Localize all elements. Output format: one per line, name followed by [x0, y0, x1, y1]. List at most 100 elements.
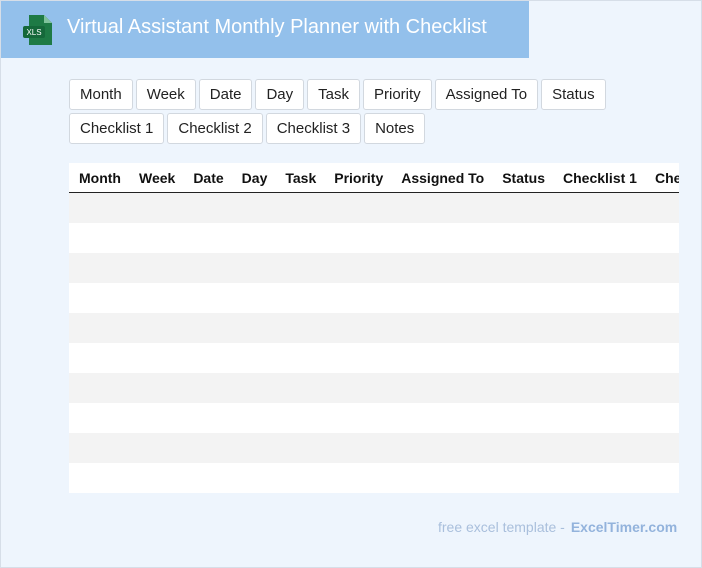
- table-cell: [324, 223, 391, 253]
- table-cell: [645, 463, 679, 493]
- table-row: [69, 433, 679, 463]
- table-cell: [69, 403, 129, 433]
- table-cell: [232, 403, 276, 433]
- column-header: Priority: [324, 163, 392, 193]
- column-header: Day: [231, 163, 276, 193]
- table-cell: [644, 313, 679, 343]
- table-cell: [128, 373, 184, 403]
- table-row: [69, 373, 679, 403]
- column-tag[interactable]: Assigned To: [434, 79, 539, 110]
- table-cell: [231, 192, 276, 223]
- table-cell: [391, 283, 492, 313]
- table-cell: [645, 223, 679, 253]
- column-tag[interactable]: Notes: [364, 113, 426, 144]
- table-cell: [69, 433, 129, 463]
- table-cell: [69, 313, 129, 343]
- table-cell: [183, 373, 232, 403]
- table-cell: [129, 283, 183, 313]
- column-header: Checklist 2: [644, 163, 679, 193]
- table-cell: [492, 463, 553, 493]
- table-cell: [128, 433, 184, 463]
- table-cell: [391, 192, 493, 223]
- column-tag[interactable]: Status: [541, 79, 606, 110]
- table-cell: [391, 463, 492, 493]
- table-cell: [553, 463, 645, 493]
- table-cell: [275, 253, 325, 283]
- planner-table: Month Week Date Day Task Priority Assigned To S…: [69, 163, 679, 493]
- table-cell: [553, 313, 645, 343]
- table-cell: [391, 433, 493, 463]
- table-cell: [275, 223, 324, 253]
- table-cell: [492, 343, 553, 373]
- table-cell: [231, 373, 276, 403]
- table-cell: [183, 433, 232, 463]
- table-cell: [553, 223, 645, 253]
- table-cell: [492, 433, 554, 463]
- table-cell: [644, 253, 679, 283]
- table-cell: [492, 373, 554, 403]
- table-cell: [183, 463, 231, 493]
- column-tag[interactable]: Checklist 1: [69, 113, 165, 144]
- table-cell: [232, 283, 276, 313]
- table-cell: [553, 283, 645, 313]
- column-tag[interactable]: Checklist 2: [167, 113, 263, 144]
- table-row: [69, 403, 679, 433]
- table-cell: [69, 343, 129, 373]
- table-cell: [69, 463, 129, 493]
- table-row: [69, 253, 679, 283]
- column-tag[interactable]: Priority: [363, 79, 432, 110]
- table-cell: [553, 253, 645, 283]
- column-tag[interactable]: Month: [69, 79, 133, 110]
- table-cell: [231, 433, 276, 463]
- table-cell: [391, 343, 492, 373]
- table-cell: [324, 403, 391, 433]
- page-title: Virtual Assistant Monthly Planner with C…: [67, 16, 487, 38]
- table-cell: [183, 192, 232, 223]
- table-cell: [324, 253, 392, 283]
- table-cell: [183, 313, 232, 343]
- table-cell: [275, 313, 325, 343]
- column-header: Task: [275, 163, 325, 193]
- table-cell: [275, 403, 324, 433]
- table-row: [69, 192, 679, 223]
- column-tag[interactable]: Task: [307, 79, 360, 110]
- column-header: Assigned To: [391, 163, 493, 193]
- table-cell: [644, 192, 679, 223]
- table-cell: [324, 192, 392, 223]
- table-cell: [391, 313, 493, 343]
- table-cell: [324, 283, 391, 313]
- table-cell: [645, 283, 679, 313]
- column-header: Status: [492, 163, 554, 193]
- table-cell: [324, 313, 392, 343]
- table-cell: [128, 313, 184, 343]
- table-cell: [275, 433, 325, 463]
- footer-link[interactable]: ExcelTimer.com: [570, 519, 678, 535]
- table-cell: [69, 253, 129, 283]
- header-row: Month Week Date Day Task Priority Assigned To S…: [69, 163, 679, 193]
- table-cell: [391, 403, 492, 433]
- table-cell: [129, 223, 183, 253]
- table-cell: [128, 192, 184, 223]
- table-cell: [324, 373, 392, 403]
- table-cell: [553, 433, 645, 463]
- table-cell: [492, 253, 554, 283]
- table-cell: [324, 343, 391, 373]
- table-cell: [275, 463, 324, 493]
- xls-icon: XLS: [23, 15, 52, 45]
- table-cell: [128, 253, 184, 283]
- table-cell: [183, 223, 231, 253]
- table-cell: [644, 373, 679, 403]
- column-tag[interactable]: Checklist 3: [265, 113, 362, 144]
- table-cell: [129, 343, 183, 373]
- table-cell: [69, 283, 129, 313]
- table-row: [69, 223, 679, 253]
- table-cell: [275, 283, 324, 313]
- table-row: [69, 283, 679, 313]
- table-cell: [553, 373, 645, 403]
- table-cell: [275, 192, 325, 223]
- table-cell: [553, 403, 645, 433]
- column-tag[interactable]: Date: [198, 79, 253, 110]
- column-tag[interactable]: Day: [255, 79, 305, 110]
- column-tag[interactable]: Week: [135, 79, 196, 110]
